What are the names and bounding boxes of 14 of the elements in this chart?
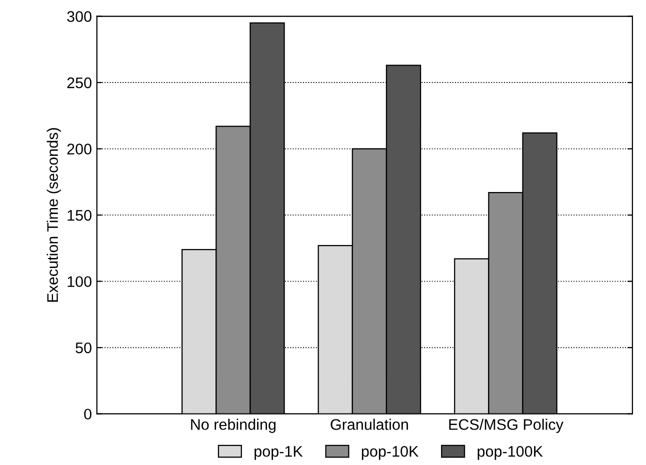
legend-label: pop-10K [362, 446, 419, 460]
y-tick-label: 150 [68, 210, 92, 221]
y-tick-label: 250 [67, 77, 92, 88]
legend-label: pop-100K [478, 446, 543, 460]
x-tick-label: Granulation [330, 418, 408, 430]
y-tick-label: 200 [67, 144, 92, 154]
y-tick-label: 100 [68, 276, 92, 288]
x-tick-label: No rebinding [191, 418, 276, 433]
y-tick-label: 300 [67, 11, 92, 22]
legend-label: pop-1K [254, 446, 303, 460]
x-tick-label: ECS/MSG Policy [449, 418, 564, 433]
y-tick-label: 0 [84, 408, 92, 420]
y-axis-title: Execution Time (seconds) [46, 128, 61, 302]
y-tick-label: 50 [76, 342, 92, 354]
